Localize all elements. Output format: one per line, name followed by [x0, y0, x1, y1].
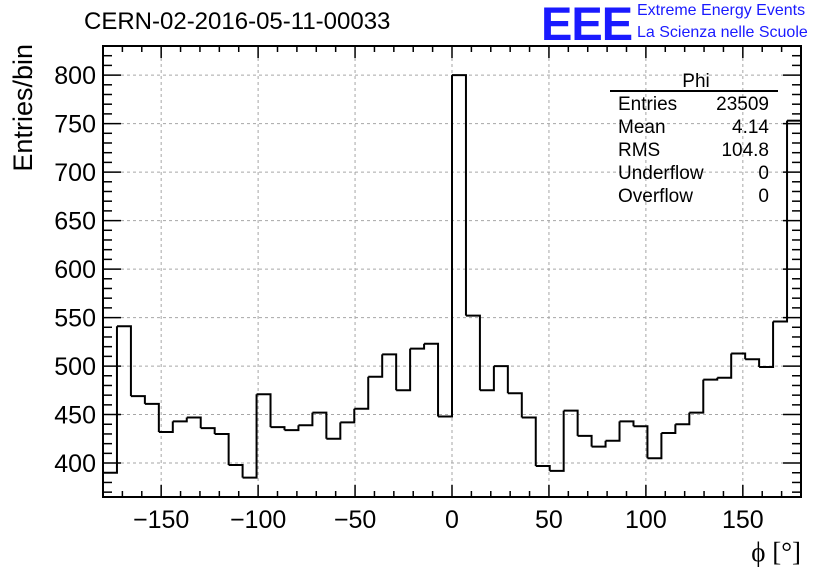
histogram-bin — [619, 420, 635, 427]
stats-row-label: Mean — [618, 117, 666, 138]
axis-ticks — [102, 45, 802, 497]
histogram-bin — [563, 409, 579, 436]
histogram-bin — [396, 348, 412, 392]
histogram-bin — [200, 427, 216, 434]
histogram-bin — [214, 432, 230, 465]
x-axis-label: ϕ [°] — [751, 537, 801, 567]
chart-title: CERN-02-2016-05-11-00033 — [84, 8, 391, 35]
histogram-bin — [591, 440, 607, 448]
x-tick-label: −50 — [334, 506, 376, 534]
histogram-bin — [284, 425, 300, 432]
histogram-bin — [270, 426, 286, 431]
histogram-bin — [438, 75, 453, 418]
stats-row-value: 104.8 — [721, 140, 769, 161]
x-tick-label: 100 — [625, 506, 667, 534]
x-tick-label: 150 — [722, 506, 764, 534]
stats-row-value: 0 — [758, 163, 769, 184]
histogram-bin — [493, 365, 509, 394]
histogram-bin — [298, 412, 314, 427]
histogram-bin — [507, 392, 523, 418]
y-tick-label: 750 — [54, 111, 96, 139]
histogram-bin — [354, 376, 370, 410]
histogram-bin — [382, 353, 398, 391]
eee-logo: EEE — [541, 0, 633, 50]
histogram-bin — [549, 410, 565, 472]
histogram-bin — [759, 321, 775, 369]
stats-row-label: Underflow — [618, 163, 704, 184]
stats-row-label: RMS — [618, 140, 660, 161]
y-tick-label: 800 — [54, 62, 96, 90]
histogram-bin — [465, 314, 481, 391]
histogram-bin — [368, 354, 384, 378]
y-tick-label: 600 — [54, 256, 96, 284]
logo-caption-line2: La Scienza nelle Scuole — [637, 24, 808, 41]
histogram-bins — [103, 74, 801, 479]
histogram-bin — [717, 353, 733, 379]
stats-title: Phi — [682, 71, 709, 92]
histogram-bin — [689, 379, 705, 414]
histogram-bin — [633, 425, 649, 459]
x-tick-label: 50 — [535, 506, 563, 534]
histogram-bin — [130, 395, 146, 404]
histogram-bin — [605, 421, 621, 442]
histogram-bin — [535, 464, 551, 471]
histogram-bin — [703, 377, 719, 381]
x-tick-label: −100 — [230, 506, 286, 534]
histogram-bin — [521, 416, 537, 466]
histogram-bin — [158, 421, 174, 434]
histogram-bin — [731, 352, 747, 360]
histogram-bin — [312, 411, 328, 439]
logo-caption-line1: Extreme Energy Events — [637, 2, 806, 19]
histogram-bin — [410, 343, 426, 350]
stats-row-label: Entries — [618, 94, 677, 115]
histogram-bin — [144, 402, 160, 433]
histogram-bin — [228, 463, 244, 478]
y-tick-label: 400 — [54, 450, 96, 478]
histogram-bin — [103, 326, 118, 474]
histogram-bin — [116, 325, 132, 397]
histogram-bin — [326, 422, 342, 440]
stats-row-value: 23509 — [716, 94, 769, 115]
histogram-bin — [186, 416, 202, 429]
histogram-bin — [745, 358, 761, 368]
histogram-bin — [424, 342, 440, 417]
y-tick-label: 500 — [54, 353, 96, 381]
stats-row-value: 4.14 — [732, 117, 769, 138]
histogram-bin — [172, 417, 188, 423]
histogram-bin — [256, 393, 272, 428]
stats-row-label: Overflow — [618, 186, 693, 207]
y-tick-label: 650 — [54, 208, 96, 236]
y-tick-label: 450 — [54, 402, 96, 430]
histogram-bin — [675, 412, 691, 426]
histogram-bin — [647, 432, 663, 460]
histogram-bin — [577, 434, 593, 447]
histogram-bin — [452, 74, 467, 316]
y-tick-label: 550 — [54, 305, 96, 333]
x-tick-label: −150 — [133, 506, 189, 534]
histogram-bin — [661, 424, 677, 434]
histogram-bin — [340, 408, 356, 424]
histogram-bin — [479, 366, 495, 392]
axis-labels: −150 −100 −50 0 50 100 150 400 450 500 550 600 650 70… — [8, 44, 801, 567]
y-tick-label: 700 — [54, 159, 96, 187]
y-axis-label: Entries/bin — [8, 44, 38, 172]
stats-row-value: 0 — [758, 186, 769, 207]
histogram-bin — [773, 120, 789, 323]
histogram-bin — [242, 394, 258, 479]
x-tick-label: 0 — [445, 506, 459, 534]
